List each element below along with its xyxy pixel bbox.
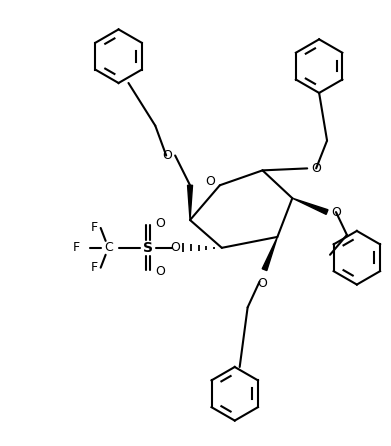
Text: O: O: [258, 277, 267, 289]
Polygon shape: [188, 185, 192, 220]
Text: O: O: [331, 206, 341, 219]
Text: C: C: [104, 241, 113, 254]
Text: S: S: [143, 241, 153, 255]
Text: O: O: [155, 216, 165, 230]
Text: O: O: [162, 149, 172, 162]
Text: O: O: [155, 265, 165, 278]
Polygon shape: [292, 198, 328, 215]
Text: F: F: [73, 241, 80, 254]
Text: F: F: [91, 261, 98, 274]
Text: O: O: [311, 162, 321, 175]
Text: O: O: [170, 241, 180, 254]
Text: F: F: [91, 222, 98, 235]
Polygon shape: [262, 237, 277, 271]
Text: O: O: [205, 175, 215, 188]
